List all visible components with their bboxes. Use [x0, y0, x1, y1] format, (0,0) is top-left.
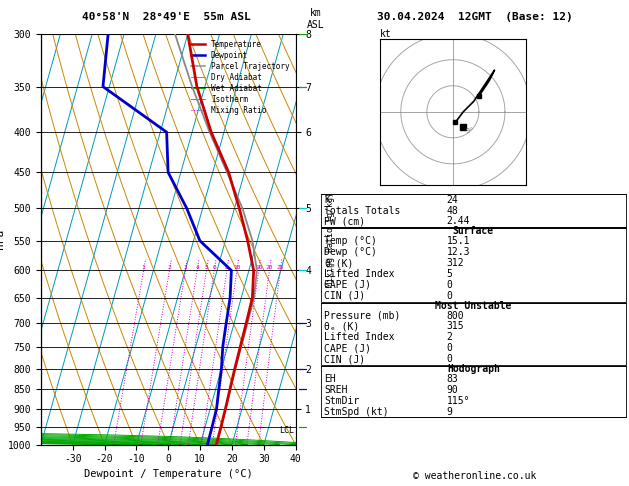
Text: Mixing Ratio (g/kg): Mixing Ratio (g/kg)	[326, 192, 335, 287]
Text: 9: 9	[447, 407, 452, 417]
Text: 20: 20	[265, 265, 273, 270]
Text: 83: 83	[447, 374, 459, 384]
Text: θₑ(K): θₑ(K)	[324, 258, 353, 268]
Text: Surface: Surface	[453, 226, 494, 236]
Text: Hodograph: Hodograph	[447, 364, 500, 374]
Text: Lifted Index: Lifted Index	[324, 269, 394, 279]
Text: 4: 4	[195, 265, 199, 270]
Legend: Temperature, Dewpoint, Parcel Trajectory, Dry Adiabat, Wet Adiabat, Isotherm, Mi: Temperature, Dewpoint, Parcel Trajectory…	[189, 38, 292, 117]
Text: 6: 6	[213, 265, 216, 270]
Text: LCL: LCL	[279, 426, 294, 434]
Text: 12.3: 12.3	[447, 247, 470, 257]
Text: 3: 3	[184, 265, 187, 270]
Text: PW (cm): PW (cm)	[324, 216, 365, 226]
Text: Dewp (°C): Dewp (°C)	[324, 247, 377, 257]
Text: 8: 8	[225, 265, 229, 270]
Text: 5: 5	[447, 269, 452, 279]
Text: Temp (°C): Temp (°C)	[324, 236, 377, 246]
Text: 0: 0	[447, 354, 452, 364]
Text: 48: 48	[447, 206, 459, 215]
Text: Totals Totals: Totals Totals	[324, 206, 400, 215]
Text: 800: 800	[447, 311, 464, 320]
Text: 2: 2	[167, 265, 171, 270]
Text: CIN (J): CIN (J)	[324, 354, 365, 364]
Text: CAPE (J): CAPE (J)	[324, 343, 371, 353]
Text: 10: 10	[233, 265, 241, 270]
Text: 30.04.2024  12GMT  (Base: 12): 30.04.2024 12GMT (Base: 12)	[377, 12, 573, 22]
Text: 5: 5	[204, 265, 208, 270]
Text: 0: 0	[447, 291, 452, 301]
Text: CAPE (J): CAPE (J)	[324, 280, 371, 290]
Text: θₑ (K): θₑ (K)	[324, 321, 359, 331]
Text: 115°: 115°	[447, 396, 470, 406]
X-axis label: Dewpoint / Temperature (°C): Dewpoint / Temperature (°C)	[84, 469, 253, 479]
Text: 16: 16	[255, 265, 262, 270]
Text: K: K	[324, 194, 330, 205]
Text: 24: 24	[447, 194, 459, 205]
Text: Most Unstable: Most Unstable	[435, 301, 511, 311]
Text: 2.44: 2.44	[447, 216, 470, 226]
Text: 15.1: 15.1	[447, 236, 470, 246]
Text: StmSpd (kt): StmSpd (kt)	[324, 407, 389, 417]
Text: Lifted Index: Lifted Index	[324, 332, 394, 342]
Text: 40°58'N  28°49'E  55m ASL: 40°58'N 28°49'E 55m ASL	[82, 12, 251, 22]
Text: © weatheronline.co.uk: © weatheronline.co.uk	[413, 471, 537, 481]
Text: EH: EH	[324, 374, 336, 384]
Text: Pressure (mb): Pressure (mb)	[324, 311, 400, 320]
Text: 315: 315	[447, 321, 464, 331]
Text: kt: kt	[380, 29, 392, 39]
Text: 25: 25	[277, 265, 284, 270]
Text: 0: 0	[447, 343, 452, 353]
Text: 9°: 9°	[466, 128, 474, 134]
Text: 0: 0	[447, 280, 452, 290]
Text: SREH: SREH	[324, 385, 347, 395]
Text: 1: 1	[142, 265, 145, 270]
Text: 2: 2	[447, 332, 452, 342]
Text: CIN (J): CIN (J)	[324, 291, 365, 301]
Y-axis label: hPa: hPa	[0, 229, 5, 249]
Text: 312: 312	[447, 258, 464, 268]
Y-axis label: km
ASL: km ASL	[307, 8, 325, 30]
Text: StmDir: StmDir	[324, 396, 359, 406]
Text: 90: 90	[447, 385, 459, 395]
